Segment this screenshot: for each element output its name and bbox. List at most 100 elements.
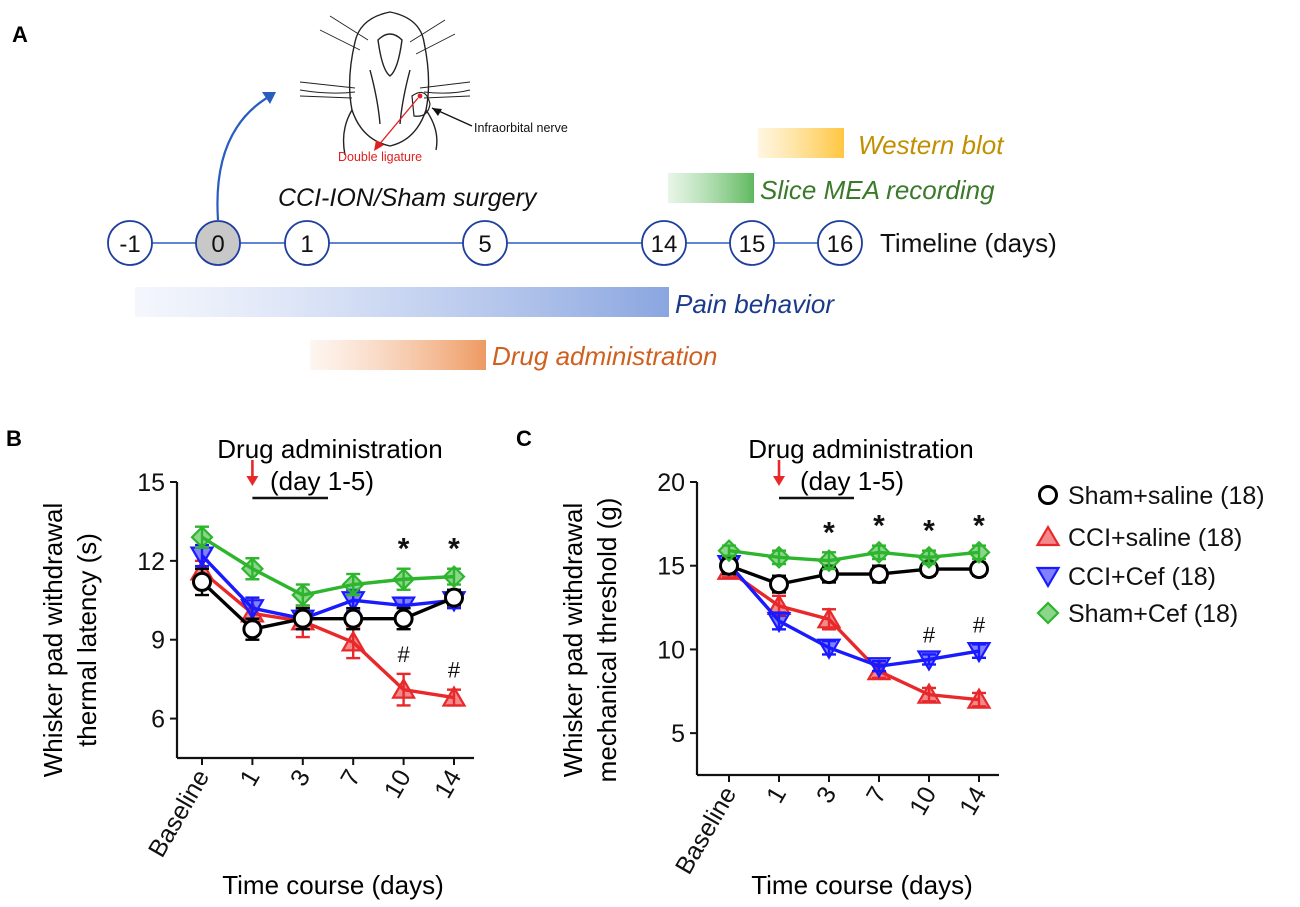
chart-b-series-cci_saline-line <box>200 570 455 700</box>
chart-b-point-sham_cef <box>442 565 466 589</box>
chart-c-point-cci_saline <box>816 607 842 629</box>
chart-b-point-sham_saline <box>393 608 414 629</box>
chart-c-ylabel-2: mechanical threshold (g) <box>592 498 622 783</box>
chart-b-point-sham_cef <box>341 572 365 597</box>
chart-c-point-cci_saline <box>966 687 992 709</box>
chart-c-point-sham_cef <box>917 545 941 569</box>
chart-c-ytick-label: 15 <box>657 553 685 581</box>
chart-c-ylabel-1: Whisker pad withdrawal <box>558 503 588 778</box>
panel-label-a: A <box>12 22 28 47</box>
chart-c-point-sham_cef <box>717 539 741 563</box>
drug-admin-bar <box>310 340 486 370</box>
timeline-node-3 <box>462 220 508 266</box>
chart-b-series-sham_cef-line <box>201 535 455 597</box>
legend-label-cci_saline: CCI+saline (18) <box>1068 524 1242 552</box>
chart-b-xtick-label: 1 <box>234 765 265 791</box>
chart-c-star-mark: * <box>973 510 985 543</box>
slice-mea-label: Slice MEA recording <box>760 175 995 205</box>
chart-b-ylabel-2: thermal latency (s) <box>72 533 102 747</box>
surgery-arrow <box>216 95 271 221</box>
chart-b-subtitle: (day 1-5) <box>270 466 374 496</box>
surgery-arrowhead <box>262 92 276 104</box>
panel-label-b: B <box>6 426 22 451</box>
nerve-label: Infraorbital nerve <box>474 121 568 135</box>
chart-c-point-cci_cef <box>866 657 892 679</box>
chart-c-xtick-label: Baseline <box>670 782 742 879</box>
timeline-day-label-2: 1 <box>300 231 313 258</box>
surgery-label: CCI-ION/Sham surgery <box>278 184 538 212</box>
pain-behavior-label: Pain behavior <box>675 289 835 319</box>
chart-b-xtick-label: 7 <box>335 765 366 791</box>
chart-c-hash-mark: # <box>973 612 986 637</box>
drug-admin-label: Drug administration <box>492 341 717 371</box>
chart-c-xtick-label: 1 <box>761 782 792 808</box>
chart-b-xtick-label: 14 <box>429 765 467 803</box>
timeline-node-2 <box>284 220 330 266</box>
chart-c-point-sham_saline <box>769 574 789 595</box>
chart-c-hash-mark: # <box>923 622 936 647</box>
chart-b-point-cci_cef <box>391 596 417 618</box>
chart-c-xtick-label: 14 <box>954 782 992 820</box>
chart-b-point-sham_cef <box>190 525 214 549</box>
chart-c-series-sham_saline-line <box>728 564 979 586</box>
chart-c-point-sham_cef <box>867 540 891 564</box>
chart-b-title: Drug administration <box>217 434 442 464</box>
timeline-node-6 <box>817 220 863 266</box>
chart-c-xlabel: Time course (days) <box>751 870 973 900</box>
timeline-day-label-5: 15 <box>739 231 766 258</box>
panel-label-c: C <box>516 426 532 451</box>
legend-label-sham_cef: Sham+Cef (18) <box>1068 600 1238 628</box>
chart-c-ytick-label: 20 <box>657 469 685 497</box>
panel-b: B Drug administration (day 1-5) Whisker … <box>6 426 474 900</box>
legend-label-sham_saline: Sham+saline (18) <box>1068 482 1265 510</box>
chart-b-hash-mark: # <box>448 658 461 683</box>
chart-b-point-cci_saline <box>391 677 417 699</box>
chart-c-ytick-label: 5 <box>671 720 685 748</box>
chart-c-series-cci_cef-line <box>727 562 980 668</box>
chart-b-point-sham_saline <box>343 608 364 629</box>
chart-c-plot: 5 10 15 20 Baseline 1 3 7 10 14 * * * * # # <box>657 460 999 879</box>
chart-c-point-cci_cef <box>816 638 842 660</box>
chart-c-point-sham_saline <box>869 564 889 585</box>
timeline-node-5 <box>729 220 775 266</box>
chart-b-point-sham_cef <box>291 583 315 607</box>
chart-c-point-cci_saline <box>916 682 942 704</box>
chart-b-xlabel: Time course (days) <box>222 870 444 900</box>
timeline-day-label-6: 16 <box>827 231 854 258</box>
chart-b-xtick-label: Baseline <box>143 765 215 862</box>
chart-b-point-sham_cef <box>240 557 264 581</box>
timeline-day-label-4: 14 <box>651 231 678 258</box>
timeline-node-4 <box>641 220 687 266</box>
chart-c-xtick-label: 3 <box>811 782 842 808</box>
chart-c-series-sham_cef-line <box>728 548 980 563</box>
legend-marker-sham_saline <box>1038 485 1058 505</box>
slice-mea-bar <box>668 173 754 203</box>
chart-c-title: Drug administration <box>748 434 973 464</box>
chart-b-star-mark: * <box>448 533 460 566</box>
pain-behavior-bar <box>135 287 669 317</box>
chart-c-drug-start-arrowhead <box>773 476 785 486</box>
legend-marker-sham_cef <box>1036 601 1060 625</box>
ligature-pointer <box>377 97 419 147</box>
timeline-day-label-3: 5 <box>478 231 491 258</box>
chart-c-ytick-label: 10 <box>657 636 685 664</box>
chart-b-plot: 6 9 12 15 Baseline 1 3 7 10 14 * * # # <box>137 460 474 862</box>
chart-c-series-cci_saline-line <box>728 569 980 702</box>
chart-c-point-sham_cef <box>817 549 841 573</box>
chart-c-point-sham_cef <box>767 545 791 569</box>
chart-b-xtick-label: 10 <box>379 765 417 803</box>
chart-b-ytick-label: 6 <box>151 706 165 734</box>
ligature-mark <box>417 93 423 99</box>
western-blot-label: Western blot <box>858 130 1005 160</box>
ligature-label: Double ligature <box>338 150 422 164</box>
chart-c-star-mark: * <box>873 510 885 543</box>
chart-b-ytick-label: 9 <box>151 627 165 655</box>
chart-b-point-cci_saline <box>441 685 467 707</box>
chart-b-star-mark: * <box>398 533 410 566</box>
panel-c: C Drug administration (day 1-5) Whisker … <box>516 426 999 900</box>
timeline-node-0 <box>107 220 153 266</box>
chart-c-point-cci_cef <box>766 611 792 634</box>
ligature-arrowhead <box>374 140 384 151</box>
chart-b-xtick-label: 3 <box>285 765 316 791</box>
